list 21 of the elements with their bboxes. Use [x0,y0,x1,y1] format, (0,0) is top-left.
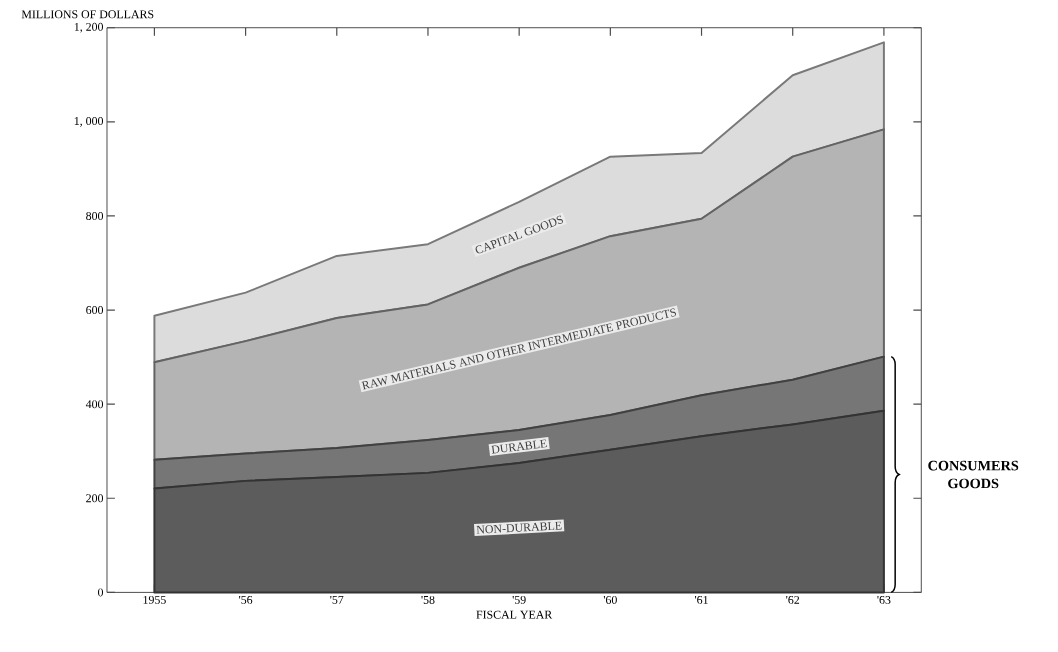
x-tick-label: '63 [877,595,891,604]
series-label: DURABLE [491,439,547,454]
y-tick-label: 400 [85,400,104,409]
x-tick-label: '61 [695,595,708,604]
y-tick-label: 800 [86,212,104,221]
x-tick-label: '58 [421,595,435,604]
x-tick-label: '60 [603,595,617,604]
y-axis-title: MILLIONS OF DOLLARS [21,10,154,19]
x-axis-title: FISCAL YEAR [476,610,553,619]
x-tick-label: 1955 [143,595,166,604]
y-tick-label: 600 [86,306,104,315]
text: CONSUMERS GOODS [928,460,1019,489]
series-label: NON-DURABLE [476,521,562,534]
x-tick-label: '59 [512,595,526,604]
y-tick-label: 0 [98,588,104,597]
x-tick-label: '57 [330,595,344,604]
y-tick-label: 200 [86,494,104,503]
y-tick-label: 1, 000 [74,117,104,127]
y-tick-label: 1, 200 [74,22,104,33]
x-tick-label: '56 [239,595,253,604]
x-tick-label: '62 [786,595,800,604]
